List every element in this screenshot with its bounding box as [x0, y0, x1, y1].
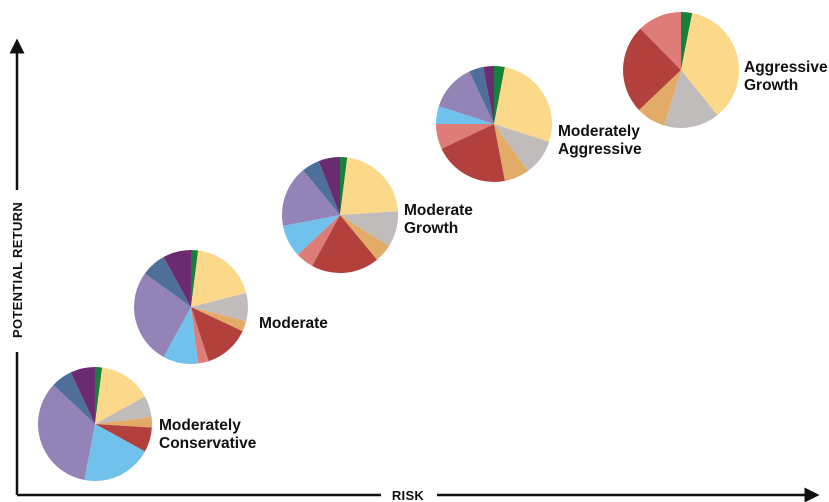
pie-4-slice-2	[494, 67, 552, 142]
pie-5-label-line-2: Growth	[744, 77, 798, 94]
pie-3-label-line-1: Moderate	[404, 202, 473, 219]
pie-2-slice-7	[163, 307, 199, 364]
pie-3-slice-10	[318, 157, 340, 215]
pie-3-label-line-2: Growth	[404, 220, 458, 237]
x-axis-label: RISK	[392, 488, 425, 502]
pie-4-label-line-2: Aggressive	[558, 141, 642, 158]
pie-4-slice-1	[494, 66, 505, 124]
pie-1-label-line-2: Conservative	[159, 435, 257, 452]
pie-3-slice-6	[297, 215, 340, 266]
pie-1-slice-10	[70, 367, 95, 424]
pie-5-slice-3	[664, 70, 718, 128]
pie-1-slice-5	[95, 424, 152, 452]
pie-4-label-line-1: Moderately	[558, 123, 640, 140]
pie-5-slice-2	[681, 13, 740, 116]
pie-2-slice-4	[191, 307, 247, 332]
pie-1-slice-7	[84, 424, 145, 481]
pie-4-slice-6	[436, 124, 494, 149]
y-axis-label: POTENTIAL RETURN	[10, 202, 25, 338]
pie-5-slice-6	[640, 12, 681, 70]
pie-4-slice-4	[494, 124, 529, 181]
pie-4-slice-3	[494, 124, 550, 171]
pie-3-slice-3	[340, 211, 399, 247]
pie-5-label-line-1: Aggressive	[744, 59, 828, 76]
pie-4-slice-10	[483, 66, 494, 124]
pie-2-label-line-1: Moderate	[259, 315, 328, 332]
pie-3-slice-5	[312, 215, 377, 274]
pie-1-slice-9	[53, 372, 95, 424]
pie-2-slice-8	[134, 273, 191, 357]
pie-2-slice-6	[191, 307, 209, 364]
pie-2-slice-2	[191, 250, 247, 307]
pie-4-slice-7	[436, 106, 494, 124]
pie-4-slice-8	[438, 71, 494, 124]
pie-2-slice-10	[163, 250, 191, 307]
pie-2-slice-1	[191, 250, 199, 307]
pie-3-slice-1	[340, 157, 348, 215]
pie-1-slice-4	[95, 416, 153, 428]
pie-3-slice-8	[282, 170, 340, 226]
pie-4-slice-5	[441, 124, 505, 182]
pie-4-slice-9	[469, 67, 494, 124]
pie-2-slice-5	[191, 307, 243, 362]
pie-1-label-line-1: Moderately	[159, 417, 241, 434]
pie-1-slice-8	[38, 384, 95, 480]
pie-5-slice-4	[639, 70, 681, 126]
pie-5-slice-1	[681, 12, 693, 70]
pie-2-slice-3	[191, 292, 249, 322]
pie-group: ModeratelyConservativeModerateModerateGr…	[38, 12, 828, 481]
pie-2-slice-9	[144, 257, 191, 307]
pie-1-slice-2	[95, 367, 145, 424]
pie-3-slice-2	[340, 157, 398, 215]
pie-1-slice-1	[95, 367, 103, 424]
pie-2: Moderate	[134, 250, 328, 364]
pie-3-slice-7	[283, 215, 340, 255]
pie-5-slice-5	[623, 28, 681, 110]
pie-3-slice-4	[340, 215, 389, 260]
pie-3-slice-9	[303, 161, 340, 215]
pie-1-slice-3	[95, 396, 152, 424]
